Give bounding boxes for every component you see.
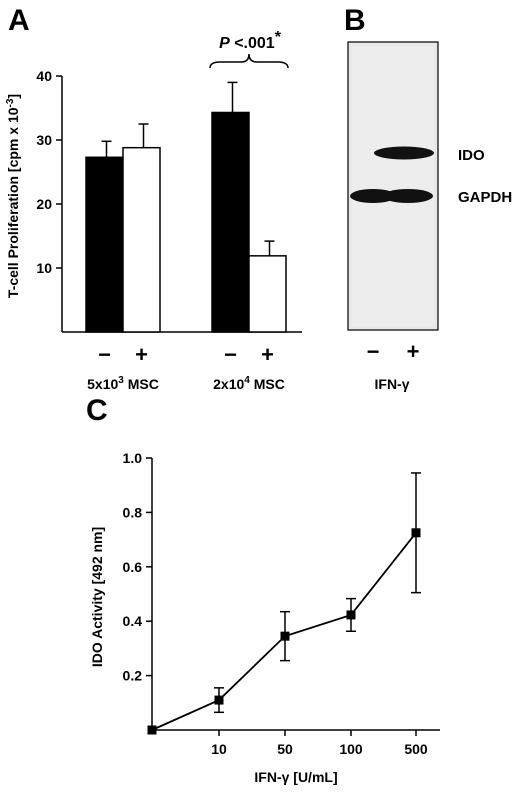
bar-sign-label: − [224, 342, 237, 367]
blot-background [352, 46, 434, 326]
blot-band-ido [374, 146, 434, 160]
chart-c-xtick-label: 100 [339, 741, 363, 757]
chart-c-ytick-label: 1.0 [123, 450, 143, 466]
bar [122, 146, 161, 333]
p-value-label: P <.001* [219, 29, 282, 52]
chart-a-ylabel-text: T-cell Proliferation [cpm x 10 [5, 107, 21, 298]
lane-sign-minus: − [367, 339, 380, 364]
p-value: <.001 [230, 35, 275, 52]
panel-label-a: A [8, 4, 30, 37]
chart-a-ytick-label: 10 [36, 260, 52, 276]
blot-xlabel: IFN-γ [375, 376, 410, 392]
group-label: 5x103 MSC [87, 375, 159, 392]
data-point [214, 695, 224, 705]
bar-sign-label: + [135, 342, 148, 367]
p-symbol: P [219, 35, 230, 52]
blot-band-gapdh-lane1 [350, 189, 396, 203]
data-point [280, 631, 290, 641]
bar [211, 111, 250, 333]
chart-c-ytick-label: 0.8 [123, 504, 143, 520]
chart-a-ylabel-close: ] [5, 94, 21, 99]
band-label-gapdh: GAPDH [458, 189, 512, 206]
chart-a-ytick-label: 20 [36, 196, 52, 212]
chart-c-ytick-label: 0.2 [123, 668, 143, 684]
panel-label-c: C [86, 394, 108, 427]
chart-a: T-cell Proliferation [cpm x 10-3] 10 20 30… [5, 29, 302, 392]
chart-a-ytick-label: 40 [36, 68, 52, 84]
bar-sign-label: − [98, 342, 111, 367]
chart-c-xtick-label: 500 [404, 741, 428, 757]
chart-c-xlabel: IFN-γ [U/mL] [254, 769, 337, 785]
chart-c-xtick-label: 50 [277, 741, 293, 757]
significance-brace [209, 53, 289, 69]
chart-c-ytick-label: 0.4 [123, 613, 143, 629]
chart-a-ylabel-sup: -3 [5, 98, 16, 107]
series-line [151, 532, 417, 731]
bar [248, 255, 287, 333]
lane-sign-plus: + [407, 339, 420, 364]
p-star: * [275, 29, 282, 46]
chart-c-xtick-label: 10 [211, 741, 227, 757]
chart-c-ytick-label: 0.6 [123, 559, 143, 575]
chart-a-annotation: P <.001* [209, 29, 289, 69]
band-label-ido: IDO [458, 147, 485, 164]
bar-sign-label: + [261, 342, 274, 367]
data-point [346, 610, 356, 620]
bar [85, 156, 124, 333]
chart-c-ylabel: IDO Activity [492 nm] [89, 527, 105, 667]
group-label: 2x104 MSC [213, 375, 285, 392]
blot-band-gapdh-lane2 [383, 189, 433, 203]
panel-label-b: B [344, 4, 366, 37]
data-point [411, 528, 421, 538]
chart-c: IDO Activity [492 nm] 0.2 0.4 0.6 0.8 1.0 10… [89, 450, 440, 785]
chart-a-ylabel: T-cell Proliferation [cpm x 10-3] [5, 94, 21, 298]
data-point [147, 725, 157, 735]
western-blot: IDO GAPDH − + IFN-γ [347, 41, 512, 392]
chart-a-ytick-label: 30 [36, 132, 52, 148]
